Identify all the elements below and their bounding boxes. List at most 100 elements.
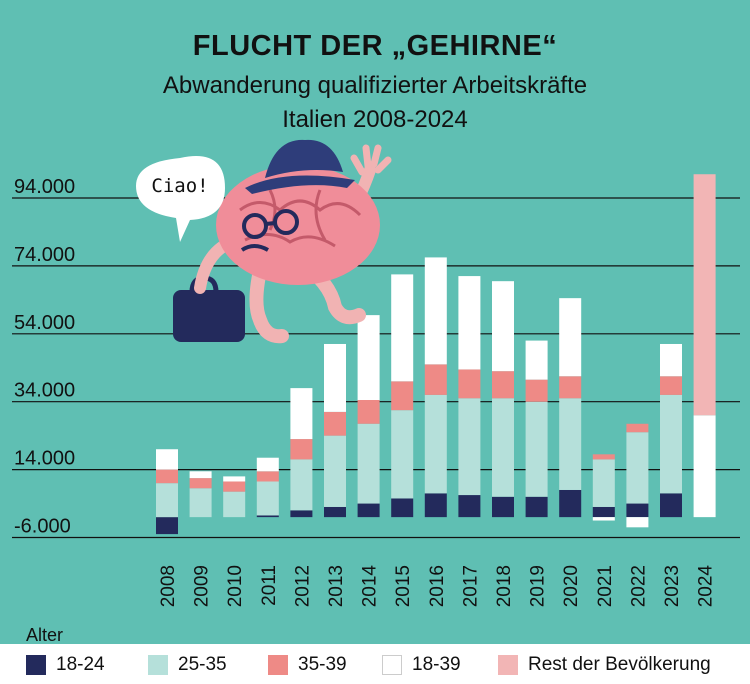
x-tick-label: 2019 [528,565,549,607]
x-tick-label: 2017 [460,565,481,607]
legend: 18-24 25-35 35-39 18-39 Rest der Bevölke… [0,644,750,684]
bar-2013-25-35 [324,435,346,507]
bar-2014-25-35 [357,423,380,504]
bar-2011-18-24 [256,515,279,518]
bar-2022-25-35 [626,432,649,504]
y-tick-label: 74.000 [14,244,75,266]
legend-label: 18-39 [412,654,461,675]
bar-2022-18-24 [626,503,649,518]
x-tick-label: 2022 [628,565,649,607]
legend-label: 25-35 [178,654,227,675]
legend-item-18-39: 18-39 [382,654,461,676]
bar-2017-18-24 [458,495,481,518]
y-tick-label: -6.000 [14,516,71,538]
bar-2015-25-35 [391,410,414,499]
bar-2016-25-35 [424,394,447,494]
bar-2021-18-39 [592,517,615,521]
bar-2009-25-35 [189,488,212,518]
x-tick-label: 2009 [192,565,213,607]
bar-2013-18-39 [324,343,346,412]
bar-2012-18-24 [290,510,313,518]
x-tick-label: 2023 [662,565,683,607]
bar-2009-18-39 [189,471,212,479]
bar-2018-25-35 [492,398,514,497]
hat-icon [245,175,355,194]
bar-2010-25-35 [223,491,246,518]
legend-title: Alter [26,625,64,645]
bar-2014-18-24 [357,503,380,518]
legend-item-35-39: 35-39 [268,654,347,676]
legend-swatch [148,655,168,675]
y-tick-label: 14.000 [14,448,75,470]
legend-swatch [498,655,518,675]
bar-2017-35-39 [458,369,481,399]
legend-item-25-35: 25-35 [148,654,227,676]
bar-2019-25-35 [525,401,548,497]
bar-2011-25-35 [256,481,279,516]
bar-2008-25-35 [156,483,178,518]
x-tick-label: 2018 [494,565,515,607]
speech-bubble [136,156,225,242]
legend-swatch [268,655,288,675]
bar-2023-35-39 [660,376,682,395]
x-tick-label: 2014 [360,565,381,608]
x-tick-label: 2012 [292,565,313,607]
x-tick-label: 2016 [427,565,448,607]
speech-text: Ciao! [151,175,209,197]
bar-2018-18-39 [492,281,514,372]
bar-2012-25-35 [290,459,313,511]
bar-2014-18-39 [357,315,380,401]
x-tick-label: 2021 [595,565,616,607]
y-tick-label: 54.000 [14,312,75,334]
x-tick-label: 2015 [393,565,414,607]
suitcase-icon [173,290,245,342]
x-tick-label: 2008 [158,565,179,607]
bar-2011-18-39 [256,457,279,472]
bar-2017-18-39 [458,276,481,370]
bar-2023-18-39 [660,343,682,377]
bar-2022-35-39 [626,423,649,433]
x-tick-label: 2020 [561,565,582,607]
bar-2015-18-39 [391,274,414,382]
bar-2024-18-39 [693,415,716,518]
legend-swatch [382,655,402,675]
legend-swatch [26,655,46,675]
x-tick-label: 2011 [259,565,280,606]
bar-2013-35-39 [324,411,346,436]
bar-2021-35-39 [592,454,615,460]
chart-subtitle-2: Italien 2008-2024 [282,106,468,133]
bar-2010-35-39 [223,481,246,492]
bar-2009-35-39 [189,478,212,489]
bar-2008-18-24 [156,517,178,535]
x-tick-label: 2010 [225,565,246,607]
bar-2012-18-39 [290,388,313,440]
bar-2024-Rest-der-Bevölkerung [693,174,716,416]
bar-2023-18-24 [660,493,682,518]
bar-2008-18-39 [156,449,178,470]
bar-2019-18-24 [525,496,548,518]
bar-2022-18-39 [626,517,649,528]
legend-item-18-24: 18-24 [26,654,105,676]
legend-label: Rest der Bevölkerung [528,654,711,675]
bar-2020-18-24 [559,489,582,518]
legend-item-rest: Rest der Bevölkerung [498,654,711,676]
chart-subtitle: Abwanderung qualifizierter Arbeitskräfte [162,72,588,99]
x-tick-label: 2024 [696,565,717,608]
brain-mascot-illustration [136,139,392,344]
bar-2019-18-39 [525,340,548,380]
x-tick-label: 2013 [326,565,347,607]
bar-2016-18-24 [424,493,447,518]
bar-2013-18-24 [324,506,346,518]
bar-2015-35-39 [391,381,414,411]
bar-2016-35-39 [424,364,447,395]
bar-2023-25-35 [660,394,682,494]
glasses-icon [242,213,268,239]
bar-2018-18-24 [492,496,514,518]
chart-title: FLUCHT DER „GEHIRNE“ [192,30,558,62]
bar-2021-25-35 [592,459,615,507]
bar-2014-35-39 [357,400,380,424]
legend-label: 35-39 [298,654,347,675]
bar-2011-35-39 [256,471,279,482]
bar-2010-18-39 [223,476,246,482]
